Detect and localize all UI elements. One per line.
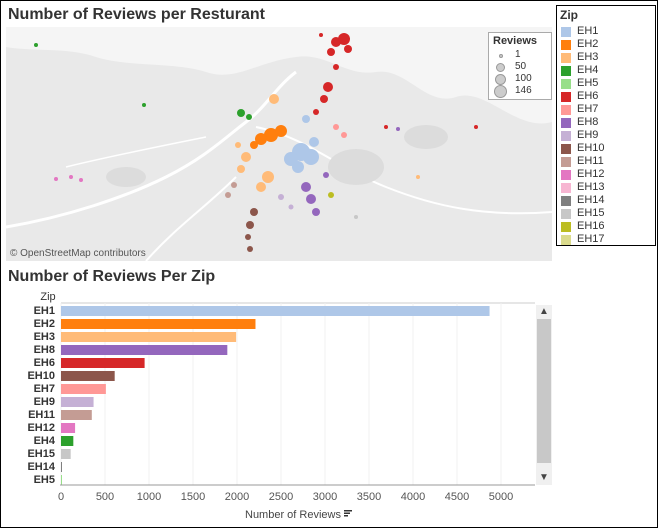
- zip-legend-label: EH8: [577, 116, 599, 128]
- zip-legend-swatch: [561, 222, 571, 232]
- bar-eh15[interactable]: [61, 449, 71, 459]
- map-attribution: © OpenStreetMap contributors: [10, 248, 146, 259]
- bar-category-label: EH6: [34, 357, 55, 369]
- x-tick-label: 2000: [225, 491, 249, 503]
- zip-legend-swatch: [561, 40, 571, 50]
- bar-eh6[interactable]: [61, 358, 145, 368]
- x-tick-label: 1500: [181, 491, 205, 503]
- scroll-down-icon[interactable]: ▼: [539, 472, 549, 483]
- zip-color-legend: Zip EH1 EH2 EH3 EH4 EH5 EH6 EH7 EH8 EH9 EH10 EH11 E…: [556, 5, 656, 246]
- zip-legend-swatch: [561, 53, 571, 63]
- zip-legend-label: EH16: [577, 220, 605, 232]
- bar-category-label: EH1: [34, 305, 55, 317]
- x-tick-label: 3000: [313, 491, 337, 503]
- zip-legend-swatch: [561, 196, 571, 206]
- zip-legend-label: EH6: [577, 90, 599, 102]
- bar-category-label: EH8: [34, 344, 55, 356]
- size-legend-item: 1: [489, 49, 551, 61]
- zip-legend-label: EH1: [577, 25, 599, 37]
- restaurant-map[interactable]: © OpenStreetMap contributors Reviews 1 5…: [6, 27, 552, 261]
- zip-legend-label: EH14: [577, 194, 605, 206]
- zip-legend-swatch: [561, 183, 571, 193]
- size-legend-item: 146: [489, 85, 551, 98]
- zip-legend-label: EH7: [577, 103, 599, 115]
- size-legend-item: 50: [489, 61, 551, 73]
- zip-legend-swatch: [561, 105, 571, 115]
- bar-eh2[interactable]: [61, 319, 256, 329]
- x-tick-label: 0: [58, 491, 64, 503]
- bar-chart-title: Number of Reviews Per Zip: [8, 268, 216, 285]
- bar-eh1[interactable]: [61, 306, 490, 316]
- x-tick-label: 5000: [489, 491, 513, 503]
- bar-eh11[interactable]: [61, 410, 92, 420]
- sort-icon[interactable]: [344, 510, 352, 517]
- bar-eh12[interactable]: [61, 423, 76, 433]
- scroll-up-icon[interactable]: ▲: [539, 306, 549, 317]
- bar-eh4[interactable]: [61, 436, 74, 446]
- zip-legend-label: EH17: [577, 233, 605, 245]
- bar-eh7[interactable]: [61, 384, 106, 394]
- zip-legend-label: EH3: [577, 51, 599, 63]
- reviews-per-zip-chart: ZipEH1EH2EH3EH8EH6EH10EH7EH9EH11EH12EH4E…: [27, 291, 535, 520]
- bar-category-label: EH12: [27, 422, 55, 434]
- x-tick-label: 4500: [445, 491, 469, 503]
- zip-legend-swatch: [561, 144, 571, 154]
- bar-category-label: EH11: [28, 409, 55, 421]
- x-tick-label: 3500: [357, 491, 381, 503]
- scrollbar-thumb[interactable]: [537, 319, 551, 463]
- bar-category-label: EH2: [34, 318, 55, 330]
- size-legend: Reviews 1 50 100 146: [488, 32, 552, 100]
- zip-legend-swatch: [561, 92, 571, 102]
- x-tick-label: 500: [96, 491, 114, 503]
- zip-legend-label: EH2: [577, 38, 599, 50]
- x-tick-label: 2500: [269, 491, 293, 503]
- zip-legend-swatch: [561, 235, 571, 245]
- x-tick-label: 1000: [137, 491, 161, 503]
- zip-legend-label: EH11: [577, 155, 604, 167]
- zip-legend-label: EH10: [577, 142, 605, 154]
- bar-category-label: EH9: [34, 396, 55, 408]
- bar-eh14[interactable]: [61, 462, 62, 472]
- map-title: Number of Reviews per Resturant: [8, 6, 265, 23]
- zip-legend-swatch: [561, 79, 571, 89]
- bar-category-label: EH3: [34, 331, 55, 343]
- x-tick-label: 4000: [401, 491, 425, 503]
- map-restaurant-points[interactable]: [34, 33, 478, 252]
- bar-eh9[interactable]: [61, 397, 94, 407]
- bar-category-label: EH5: [34, 474, 55, 486]
- zip-legend-swatch: [561, 170, 571, 180]
- bar-category-label: EH10: [27, 370, 55, 382]
- zip-legend-swatch: [561, 27, 571, 37]
- bar-category-label: EH15: [27, 448, 55, 460]
- bar-eh5[interactable]: [61, 475, 62, 485]
- zip-legend-label: EH5: [577, 77, 599, 89]
- bar-category-label: EH14: [27, 461, 55, 473]
- zip-legend-label: EH15: [577, 207, 605, 219]
- bar-category-label: EH7: [34, 383, 55, 395]
- zip-legend-swatch: [561, 157, 571, 167]
- size-legend-item: 100: [489, 73, 551, 85]
- y-axis-label: Zip: [40, 291, 55, 303]
- zip-legend-swatch: [561, 118, 571, 128]
- zip-legend-label: EH12: [577, 168, 605, 180]
- zip-legend-swatch: [561, 209, 571, 219]
- zip-legend-label: EH4: [577, 64, 599, 76]
- zip-legend-label: EH9: [577, 129, 599, 141]
- zip-legend-title: Zip: [560, 8, 578, 22]
- map-canvas: [6, 27, 552, 261]
- chart-scrollbar[interactable]: ▲ ▼: [536, 305, 552, 485]
- bar-category-label: EH4: [34, 435, 56, 447]
- zip-legend-swatch: [561, 66, 571, 76]
- x-axis-label: Number of Reviews: [245, 509, 341, 520]
- bar-eh3[interactable]: [61, 332, 237, 342]
- bar-eh10[interactable]: [61, 371, 115, 381]
- zip-legend-label: EH13: [577, 181, 605, 193]
- zip-legend-swatch: [561, 131, 571, 141]
- size-legend-title: Reviews: [493, 35, 538, 47]
- bar-eh8[interactable]: [61, 345, 228, 355]
